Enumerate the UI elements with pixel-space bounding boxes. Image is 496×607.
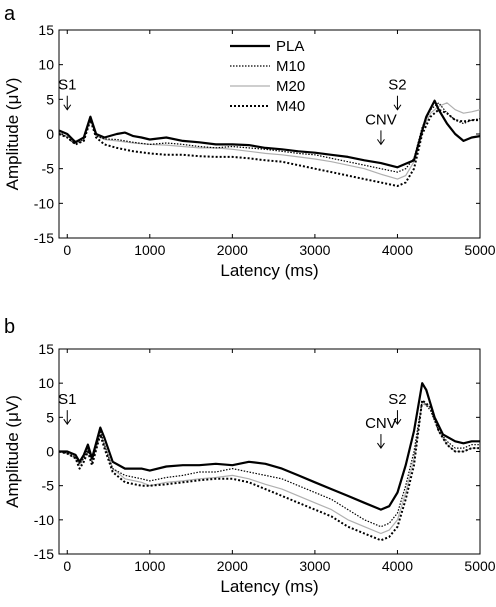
y-tick-label: -15 [34, 546, 54, 562]
panel-b: b 0 1000 2000 3000 4000 5000 15 10 5 0 -5 -10 -15 Late… [3, 316, 496, 596]
y-tick-label: 15 [38, 341, 54, 357]
y-tick-label: 15 [38, 22, 54, 38]
series-line-m40 [59, 108, 480, 187]
legend-label-m40: M40 [276, 98, 305, 115]
annotation-arrow-head [377, 442, 385, 449]
annotation-arrow-head [393, 418, 402, 426]
y-tick-label: 10 [38, 375, 54, 391]
x-tick-label: 0 [63, 242, 71, 258]
x-tick-label: 1000 [134, 242, 165, 258]
x-tick-label: 0 [63, 558, 71, 574]
annotation-s2: S2 [388, 391, 406, 408]
annotation-arrow-head [63, 104, 72, 111]
x-axis-title: Latency (ms) [220, 261, 318, 280]
x-tick-label: 4000 [382, 242, 413, 258]
panel-letter: b [4, 316, 15, 338]
y-axis-title: Amplitude (μV) [3, 395, 22, 508]
y-tick-label: 5 [46, 409, 54, 425]
panel-a: a 0 1000 2000 3000 4000 5000 15 10 5 0 -5 -10 -15 Late… [3, 3, 496, 280]
y-axis-title: Amplitude (μV) [3, 78, 22, 191]
y-tick-label: -10 [34, 512, 54, 528]
annotation-cnv: CNV [365, 111, 397, 128]
y-tick-label: -5 [42, 161, 55, 177]
x-axis-title: Latency (ms) [220, 577, 318, 596]
legend-label-m10: M10 [276, 58, 305, 75]
x-tick-label: 2000 [217, 558, 248, 574]
x-tick-label: 5000 [464, 558, 495, 574]
annotation-cnv: CNV [365, 415, 397, 432]
series-line-m20 [59, 403, 480, 535]
x-tick-label: 3000 [299, 242, 330, 258]
y-tick-label: 5 [46, 91, 54, 107]
annotation-arrow-head [63, 418, 72, 426]
annotation-s1: S1 [58, 77, 76, 94]
series-line-m20 [59, 102, 480, 180]
y-tick-label: -5 [42, 478, 55, 494]
series-line-m10 [59, 102, 480, 173]
x-tick-label: 4000 [382, 558, 413, 574]
legend-label-m20: M20 [276, 78, 305, 95]
series-line-m10 [59, 399, 480, 528]
annotation-s1: S1 [58, 391, 76, 408]
x-tick-label: 5000 [464, 242, 495, 258]
panel-letter: a [4, 3, 16, 25]
y-tick-label: -10 [34, 195, 54, 211]
annotation-arrow-head [377, 139, 385, 146]
legend-label-pla: PLA [276, 38, 304, 55]
y-tick-label: 10 [38, 57, 54, 73]
series-line-m40 [59, 399, 480, 542]
series-line-pla [59, 99, 480, 169]
plot-frame [58, 348, 481, 555]
x-tick-label: 3000 [299, 558, 330, 574]
series-line-pla [59, 382, 480, 511]
y-tick-label: 0 [46, 444, 54, 460]
annotation-arrow-head [393, 104, 402, 111]
annotation-s2: S2 [388, 77, 406, 94]
x-tick-label: 1000 [134, 558, 165, 574]
y-tick-label: 0 [46, 126, 54, 142]
y-tick-label: -15 [34, 230, 54, 246]
x-tick-label: 2000 [217, 242, 248, 258]
